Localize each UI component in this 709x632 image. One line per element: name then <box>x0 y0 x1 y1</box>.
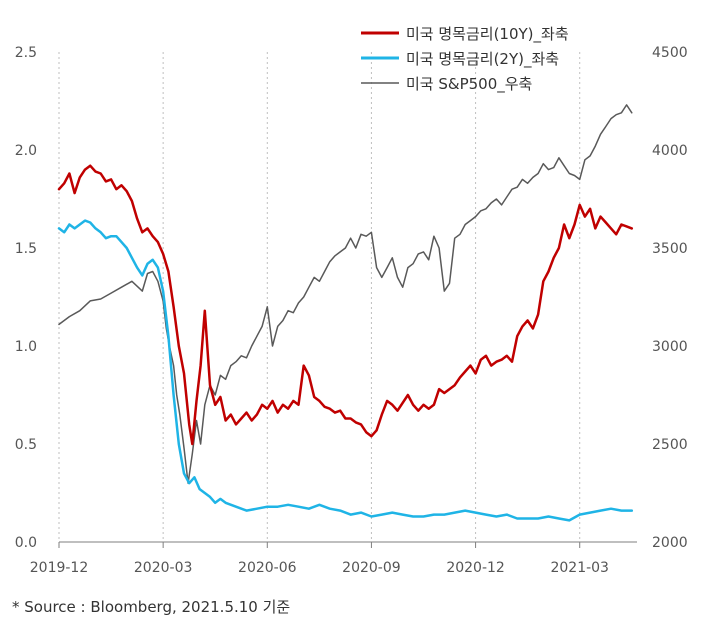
x-tick-label: 2021-03 <box>550 560 609 576</box>
legend-sp500-label: 미국 S&P500_우축 <box>406 75 532 94</box>
y-left-tick-label: 0.5 <box>15 437 37 453</box>
series-line-us10y <box>57 164 634 446</box>
series-line-sp500 <box>58 104 633 484</box>
grid-layer <box>58 52 581 542</box>
source-note: * Source : Bloomberg, 2021.5.10 기준 <box>12 598 290 616</box>
y-right-tick-label: 3000 <box>652 339 688 355</box>
y-left-tick-label: 2.0 <box>15 143 37 159</box>
y-left-tick-label: 1.5 <box>15 241 37 257</box>
x-tick-label: 2020-03 <box>134 560 193 576</box>
y-right-tick-label: 2000 <box>652 535 688 551</box>
y-right-tick-label: 4000 <box>652 143 688 159</box>
y-right-tick-label: 3500 <box>652 241 688 257</box>
y-left-tick-label: 2.5 <box>15 45 37 61</box>
series-line-us2y <box>57 219 634 522</box>
x-tick-label: 2020-09 <box>342 560 401 576</box>
y-right-tick-label: 2500 <box>652 437 688 453</box>
legend-us10y-label: 미국 명목금리(10Y)_좌축 <box>406 25 569 44</box>
y-left-tick-label: 1.0 <box>15 339 37 355</box>
y-left-tick-label: 0.0 <box>15 535 37 551</box>
series-layer <box>57 104 634 522</box>
y-right-tick-label: 4500 <box>652 45 688 61</box>
x-tick-label: 2020-12 <box>446 560 505 576</box>
axis-layer: 2019-12 2020-03 2020-06 2020-09 2020-12 2021-… <box>15 45 688 576</box>
x-tick-label: 2020-06 <box>238 560 297 576</box>
legend-us2y-label: 미국 명목금리(2Y)_좌축 <box>406 50 559 69</box>
x-tick-label: 2019-12 <box>30 560 89 576</box>
